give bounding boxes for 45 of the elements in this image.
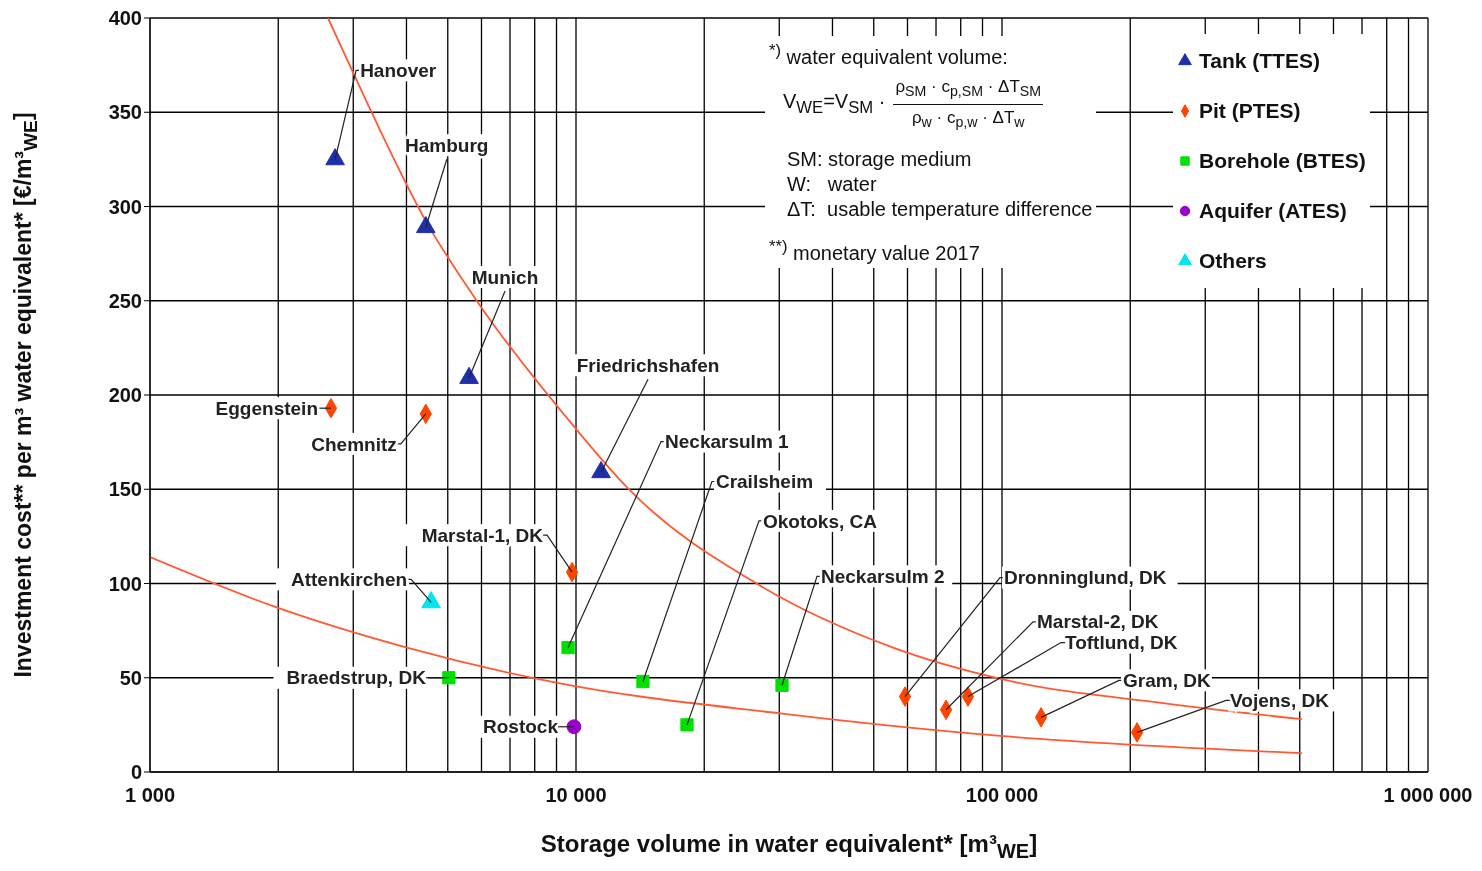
annotation: Toftlund, DK (1064, 632, 1178, 654)
x-tick-label: 1 000 (124, 784, 176, 807)
annotation: Marstal-1, DK (421, 524, 544, 546)
annotation: V$_{WE}$=V$_{SM}$ · (783, 89, 886, 120)
annotation: Friedrichshafen (576, 354, 720, 376)
annotation: Gram, DK (1123, 669, 1211, 691)
annotation: Rostock (482, 716, 559, 738)
annotation: ΔT: usable temperature difference (787, 197, 1093, 223)
annotation: Dronninglund, DK (1004, 567, 1167, 589)
annotation: ρ$_{w}$ · c$_{p,w}$ · ΔT$_{w}$ (911, 107, 1025, 133)
annotation: Eggenstein (215, 397, 318, 419)
annotation: Okotoks, CA (762, 510, 878, 532)
legend-label: Aquifer (ATES) (1199, 199, 1347, 223)
annotation: Marstal-2, DK (1037, 611, 1159, 633)
y-tick-label: 200 (108, 384, 142, 407)
annotation: $^{**)}$ monetary value 2017 (769, 236, 981, 267)
y-tick-label: 50 (119, 666, 142, 689)
y-tick-label: 350 (108, 101, 142, 124)
annotation: ρ$_{SM}$ · c$_{p,SM}$ · ΔT$_{SM}$ (893, 73, 1044, 106)
y-tick-label: 400 (108, 7, 142, 30)
annotation: Neckarsulm 1 (665, 431, 790, 453)
annotation: Crailsheim (715, 471, 814, 493)
x-axis-title: Storage volume in water equivalent* [m³$_{WE}$] (539, 830, 1039, 863)
annotation: Braedstrup, DK (286, 667, 427, 689)
y-tick-label: 100 (108, 572, 142, 595)
legend-label: Pit (PTES) (1199, 99, 1301, 123)
annotation: Vojens, DK (1230, 690, 1330, 712)
x-tick-label: 100 000 (965, 784, 1039, 807)
annotation: Chemnitz (311, 433, 397, 455)
annotation: Munich (471, 266, 539, 288)
annotation: SM: storage medium (787, 147, 973, 173)
x-tick-label: 10 000 (545, 784, 607, 807)
legend-label: Borehole (BTES) (1199, 149, 1366, 173)
y-tick-label: 0 (130, 761, 142, 784)
annotation: Neckarsulm 2 (821, 565, 945, 587)
annotation: Attenkirchen (290, 569, 408, 590)
y-tick-label: 300 (108, 195, 142, 218)
annotation: W: water (787, 172, 878, 198)
y-tick-label: 150 (108, 478, 142, 501)
y-tick-label: 250 (108, 289, 142, 312)
x-tick-label: 1 000 000 (1383, 784, 1473, 807)
annotation: Hanover (360, 60, 437, 82)
legend-label: Others (1199, 249, 1267, 273)
legend-label: Tank (TTES) (1199, 49, 1320, 73)
annotation: $^{*)}$ water equivalent volume: (769, 40, 1009, 70)
